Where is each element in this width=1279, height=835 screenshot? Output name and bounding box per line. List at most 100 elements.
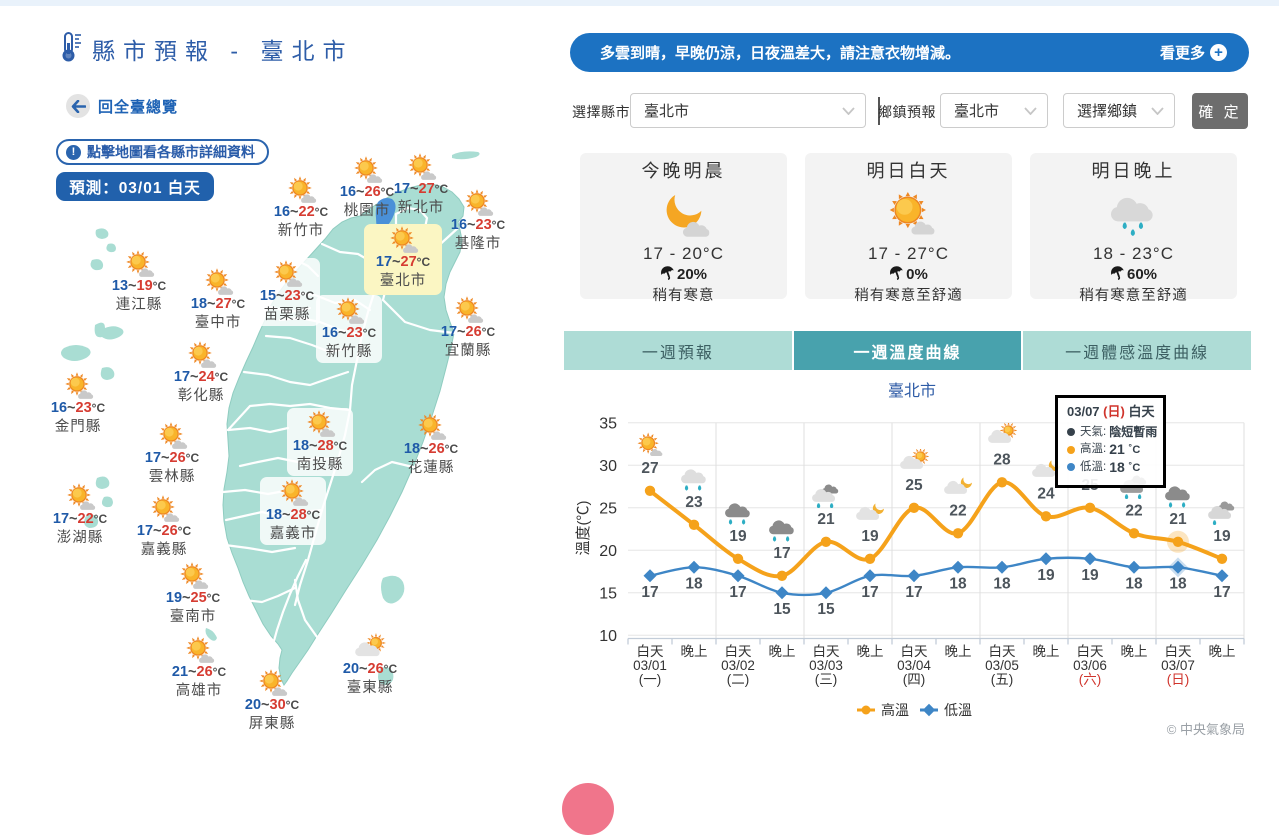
county-name: 花蓮縣 — [407, 459, 455, 476]
county-label-苗栗縣[interactable]: 15~23°C 苗栗縣 — [222, 258, 352, 326]
svg-text:18: 18 — [993, 575, 1011, 592]
svg-text:19: 19 — [1037, 567, 1055, 584]
svg-text:25: 25 — [905, 477, 923, 494]
weather-icon — [166, 562, 220, 589]
svg-text:17: 17 — [729, 584, 746, 601]
svg-text:03/07: 03/07 — [1161, 658, 1195, 673]
tooltip-low: 低溫: 18 ˚C — [1067, 459, 1163, 477]
svg-text:03/05: 03/05 — [985, 658, 1019, 673]
weather-icon — [266, 479, 320, 506]
county-temp: 15~23°C — [259, 288, 315, 304]
county-label-花蓮縣[interactable]: 18~26°C 花蓮縣 — [366, 411, 496, 479]
county-temp: 18~26°C — [403, 441, 459, 457]
county-name: 臺南市 — [169, 608, 217, 625]
svg-text:27: 27 — [641, 460, 658, 477]
town-forecast-label: 鄉鎮預報 — [878, 104, 936, 120]
svg-text:17: 17 — [641, 584, 658, 601]
county-label-金門縣[interactable]: 16~23°C 金門縣 — [13, 370, 143, 438]
weather-icon — [451, 189, 505, 216]
plus-icon: + — [1210, 44, 1227, 61]
svg-text:© 中央氣象局: © 中央氣象局 — [1167, 722, 1245, 737]
county-label-澎湖縣[interactable]: 17~22°C 澎湖縣 — [15, 481, 145, 549]
county-label-臺中市[interactable]: 18~27°C 臺中市 — [153, 266, 283, 334]
weather-icon — [441, 296, 495, 323]
county-name: 新北市 — [397, 199, 445, 216]
tooltip-weather: 天氣: 陰短暫雨 — [1067, 424, 1163, 442]
tab-一週體感溫度曲線[interactable]: 一週體感溫度曲線 — [1023, 331, 1252, 370]
card-comfort: 稍有寒意 — [652, 288, 715, 304]
county-label-新竹市[interactable]: 16~22°C 新竹市 — [236, 174, 366, 242]
weather-icon — [340, 156, 394, 183]
svg-text:21: 21 — [1169, 511, 1187, 528]
card-weather-icon — [580, 184, 787, 242]
county-temp: 13~19°C — [111, 278, 167, 294]
info-icon: ! — [66, 144, 81, 160]
county-label-臺東縣[interactable]: 20~26°C 臺東縣 — [305, 631, 435, 699]
svg-text:白天: 白天 — [989, 644, 1017, 659]
svg-text:白天: 白天 — [1165, 644, 1193, 659]
forecast-cards: 今晚明晨 17 - 20°C 20% 稍有寒意 明日白天 17 - 27°C — [580, 153, 1238, 304]
county-name: 臺北市 — [379, 272, 427, 289]
county-label-臺北市[interactable]: 17~27°C 臺北市 — [338, 224, 468, 295]
county-temp: 16~23°C — [450, 217, 506, 233]
svg-text:臺北市: 臺北市 — [888, 382, 936, 400]
county-label-雲林縣[interactable]: 17~26°C 雲林縣 — [107, 420, 237, 488]
county-select[interactable]: 臺北市 — [630, 93, 866, 128]
weather-icon — [394, 153, 448, 180]
svg-text:19: 19 — [861, 528, 879, 545]
svg-text:03/06: 03/06 — [1073, 658, 1107, 673]
town-select[interactable]: 選擇鄉鎮 — [1063, 93, 1175, 128]
tab-一週預報[interactable]: 一週預報 — [564, 331, 792, 370]
county-name: 基隆市 — [454, 235, 502, 252]
county-label-基隆市[interactable]: 16~23°C 基隆市 — [413, 187, 543, 255]
weather-icon — [322, 297, 376, 324]
county-name: 金門縣 — [54, 418, 102, 435]
umbrella-icon — [1110, 265, 1127, 284]
back-to-overview-link[interactable]: 回全臺總覽 — [66, 94, 178, 118]
weather-icon — [112, 250, 166, 277]
county-label-連江縣[interactable]: 13~19°C 連江縣 — [74, 248, 204, 316]
svg-text:17: 17 — [905, 584, 922, 601]
svg-text:(二): (二) — [727, 672, 750, 687]
see-more-button[interactable]: 看更多 + — [1160, 42, 1227, 63]
county-label-宜蘭縣[interactable]: 17~26°C 宜蘭縣 — [403, 294, 533, 362]
county-label-桃園市[interactable]: 16~26°C 桃園市 — [302, 154, 432, 222]
chart-weather-icon — [811, 483, 841, 514]
county-name: 新竹市 — [277, 222, 325, 239]
county-label-彰化縣[interactable]: 17~24°C 彰化縣 — [136, 339, 266, 407]
weather-icon — [137, 495, 191, 522]
map-hint-pill: ! 點擊地圖看各縣市詳細資料 — [56, 139, 269, 165]
county-name: 臺中市 — [194, 314, 242, 331]
county-temp: 16~26°C — [339, 184, 395, 200]
confirm-button[interactable]: 確 定 — [1192, 93, 1248, 129]
chart-weather-icon — [679, 466, 709, 496]
county-label-嘉義市[interactable]: 18~28°C 嘉義市 — [228, 477, 358, 545]
county-label-屏東縣[interactable]: 20~30°C 屏東縣 — [207, 667, 337, 735]
weather-headline-banner[interactable]: 多雲到晴，早晚仍涼，日夜溫差大，請注意衣物增減。 看更多 + — [570, 33, 1249, 72]
svg-text:15: 15 — [773, 601, 791, 618]
svg-text:18: 18 — [949, 575, 967, 592]
tab-一週溫度曲線[interactable]: 一週溫度曲線 — [793, 331, 1022, 370]
weather-icon — [51, 372, 105, 399]
selector-row: 選擇縣市 臺北市 鄉鎮預報 臺北市 選擇鄉鎮 確 定 — [0, 93, 1279, 129]
county-label-臺南市[interactable]: 19~25°C 臺南市 — [128, 560, 258, 628]
county-label-高雄市[interactable]: 21~26°C 高雄市 — [134, 634, 264, 702]
county-select-label: 選擇縣市 — [572, 104, 630, 120]
svg-text:19: 19 — [1081, 567, 1099, 584]
county-temp: 17~27°C — [375, 254, 431, 270]
county-label-新竹縣[interactable]: 16~23°C 新竹縣 — [284, 295, 414, 363]
thermometer-icon — [60, 31, 82, 68]
chart-tabs: 一週預報 一週溫度曲線 一週體感溫度曲線 — [564, 331, 1252, 370]
county-label-新北市[interactable]: 17~27°C 新北市 — [356, 151, 486, 219]
county-temp: 16~23°C — [321, 325, 377, 341]
weather-icon — [174, 341, 228, 368]
town-county-select[interactable]: 臺北市 — [940, 93, 1048, 128]
svg-text:35: 35 — [599, 415, 617, 432]
umbrella-icon — [660, 265, 677, 284]
county-label-南投縣[interactable]: 18~28°C 南投縣 — [255, 408, 385, 476]
svg-text:17: 17 — [773, 545, 790, 562]
county-label-嘉義縣[interactable]: 17~26°C 嘉義縣 — [99, 493, 229, 561]
county-name: 雲林縣 — [148, 468, 196, 485]
svg-text:晚上: 晚上 — [681, 644, 708, 659]
